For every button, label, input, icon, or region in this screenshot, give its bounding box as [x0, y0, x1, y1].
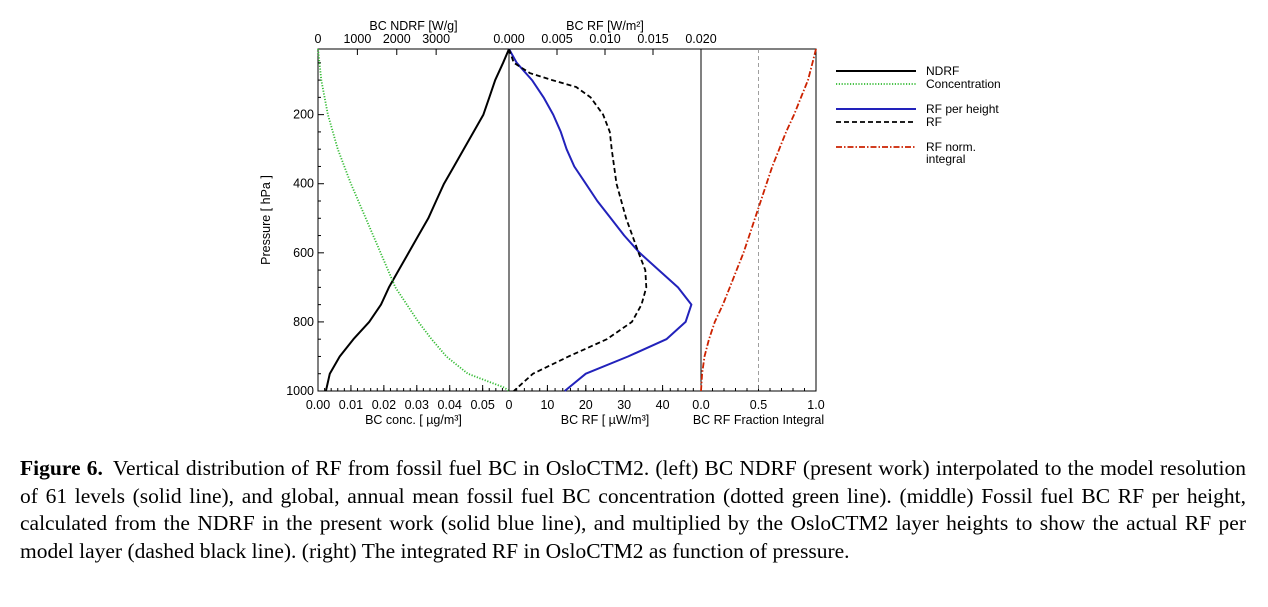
x-tick-label-top: 3000 [422, 32, 450, 46]
y-tick-label: 600 [293, 246, 314, 260]
legend-label: RF per height [926, 102, 999, 116]
legend-label: RF [926, 115, 942, 129]
legend-label: RF norm. [926, 140, 976, 154]
x-tick-label-top: 0.010 [589, 32, 620, 46]
x-tick-label-top: 1000 [343, 32, 371, 46]
x-tick-label-top: 0 [315, 32, 322, 46]
y-tick-label: 200 [293, 108, 314, 122]
figure: 200 400 600 800 1000 Pressure [ hPa ] 0.00 0.01… [259, 19, 1001, 427]
panel-frame-left [317, 48, 510, 392]
x-axis-label-bottom: BC RF [ µW/m³] [561, 413, 649, 427]
legend-label: NDRF [926, 64, 959, 78]
x-tick-label-top: 2000 [383, 32, 411, 46]
series-line-concentration [317, 48, 510, 392]
x-tick-label-bottom: 0.00 [306, 398, 330, 412]
x-axis-label-bottom: BC RF Fraction Integral [693, 413, 824, 427]
legend-label: integral [926, 152, 965, 166]
y-tick-label: 1000 [286, 384, 314, 398]
legend-label: Concentration [926, 77, 1001, 91]
x-axis-label-top: BC RF [W/m²] [566, 19, 644, 33]
y-axis-label: Pressure [ hPa ] [259, 175, 273, 265]
y-tick-label: 400 [293, 177, 314, 191]
x-tick-label-bottom: 0.04 [438, 398, 462, 412]
series-line-ndrf [324, 48, 510, 392]
caption-label: Figure 6. [20, 456, 103, 480]
x-tick-label-top: 0.005 [541, 32, 572, 46]
x-axis-label-top: BC NDRF [W/g] [369, 19, 457, 33]
x-tick-label-bottom: 10 [540, 398, 554, 412]
x-tick-label-bottom: 40 [656, 398, 670, 412]
x-tick-label-bottom: 0.5 [750, 398, 767, 412]
x-tick-label-bottom: 30 [617, 398, 631, 412]
series-line-rf-per-height [508, 48, 693, 392]
x-tick-label-top: 0.015 [637, 32, 668, 46]
caption-text: Vertical distribution of RF from fossil … [20, 456, 1246, 563]
x-tick-label-bottom: 20 [579, 398, 593, 412]
x-tick-label-bottom: 0.03 [405, 398, 429, 412]
series-line-rf [508, 48, 648, 392]
x-axis-label-bottom: BC conc. [ µg/m³] [365, 413, 462, 427]
x-tick-label-bottom: 0.02 [372, 398, 396, 412]
x-tick-label-bottom: 1.0 [807, 398, 824, 412]
x-tick-label-bottom: 0 [506, 398, 513, 412]
x-tick-label-top: 0.000 [493, 32, 524, 46]
y-tick-label: 800 [293, 315, 314, 329]
x-tick-label-bottom: 0.0 [692, 398, 709, 412]
x-tick-label-top: 0.020 [685, 32, 716, 46]
x-tick-label-bottom: 0.05 [470, 398, 494, 412]
x-tick-label-bottom: 0.01 [339, 398, 363, 412]
figure-caption: Figure 6. Vertical distribution of RF fro… [20, 455, 1246, 565]
series-line-rf-norm-integral [700, 48, 817, 392]
